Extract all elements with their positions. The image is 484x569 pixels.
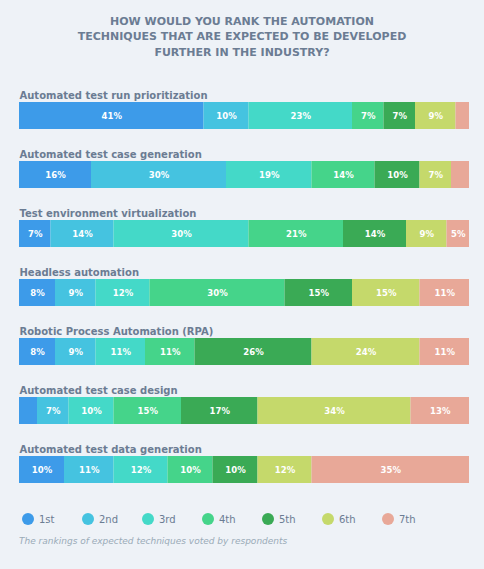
svg-text:Automated test data generation: Automated test data generation xyxy=(20,444,202,455)
html-text:7th: 7th xyxy=(399,513,416,525)
svg-text:30%: 30% xyxy=(149,170,170,180)
svg-text:19%: 19% xyxy=(259,170,280,180)
svg-text:30%: 30% xyxy=(207,288,228,298)
svg-text:26%: 26% xyxy=(243,347,264,357)
svg-text:11%: 11% xyxy=(435,347,456,357)
svg-text:14%: 14% xyxy=(72,229,93,239)
svg-text:17%: 17% xyxy=(210,406,231,416)
svg-text:13%: 13% xyxy=(430,406,451,416)
svg-text:21%: 21% xyxy=(286,229,307,239)
svg-text:Automated test case generation: Automated test case generation xyxy=(20,149,202,160)
svg-text:10%: 10% xyxy=(387,170,408,180)
svg-text:10%: 10% xyxy=(81,406,102,416)
svg-text:Headless automation: Headless automation xyxy=(20,267,140,278)
html-text:1st: 1st xyxy=(39,513,55,525)
html-text:4th: 4th xyxy=(219,513,236,525)
svg-text:11%: 11% xyxy=(160,347,181,357)
svg-text:7%: 7% xyxy=(361,111,376,121)
svg-text:11%: 11% xyxy=(435,288,456,298)
svg-text:9%: 9% xyxy=(429,111,444,121)
svg-text:Automated test run prioritizat: Automated test run prioritization xyxy=(20,90,208,101)
svg-text:12%: 12% xyxy=(275,465,296,475)
svg-text:9%: 9% xyxy=(420,229,435,239)
svg-text:7%: 7% xyxy=(429,170,444,180)
html-text:6th: 6th xyxy=(339,513,356,525)
svg-text:23%: 23% xyxy=(291,111,312,121)
svg-text:11%: 11% xyxy=(111,347,132,357)
svg-text:10%: 10% xyxy=(225,465,246,475)
svg-text:8%: 8% xyxy=(30,347,45,357)
html-text:The rankings of expected techn: The rankings of expected techniques vote… xyxy=(19,536,288,547)
svg-text:5%: 5% xyxy=(451,229,466,239)
svg-text:14%: 14% xyxy=(365,229,386,239)
svg-text:14%: 14% xyxy=(333,170,354,180)
svg-text:8%: 8% xyxy=(30,288,45,298)
svg-text:16%: 16% xyxy=(45,170,66,180)
svg-text:30%: 30% xyxy=(171,229,192,239)
svg-text:Test environment virtualizatio: Test environment virtualization xyxy=(20,208,197,219)
svg-text:12%: 12% xyxy=(113,288,134,298)
svg-text:9%: 9% xyxy=(69,288,84,298)
html-text:2nd: 2nd xyxy=(99,513,119,525)
svg-text:7%: 7% xyxy=(28,229,43,239)
html-text:3rd: 3rd xyxy=(159,513,176,525)
html-text:5th: 5th xyxy=(279,513,296,525)
svg-text:Automated test case design: Automated test case design xyxy=(20,385,178,396)
svg-text:15%: 15% xyxy=(376,288,397,298)
svg-text:9%: 9% xyxy=(69,347,84,357)
svg-text:12%: 12% xyxy=(131,465,152,475)
svg-text:11%: 11% xyxy=(79,465,100,475)
svg-text:34%: 34% xyxy=(324,406,345,416)
svg-text:10%: 10% xyxy=(32,465,53,475)
svg-text:35%: 35% xyxy=(381,465,402,475)
svg-text:10%: 10% xyxy=(216,111,237,121)
svg-text:15%: 15% xyxy=(138,406,159,416)
svg-text:41%: 41% xyxy=(102,111,123,121)
svg-text:Robotic Process Automation (RP: Robotic Process Automation (RPA) xyxy=(20,326,214,337)
html-text:HOW WOULD YOU RANK THE AUTOMAT: HOW WOULD YOU RANK THE AUTOMATION TECHNI… xyxy=(77,15,407,59)
svg-text:24%: 24% xyxy=(356,347,377,357)
svg-text:10%: 10% xyxy=(180,465,201,475)
svg-text:7%: 7% xyxy=(46,406,61,416)
svg-text:7%: 7% xyxy=(393,111,408,121)
svg-text:15%: 15% xyxy=(309,288,330,298)
